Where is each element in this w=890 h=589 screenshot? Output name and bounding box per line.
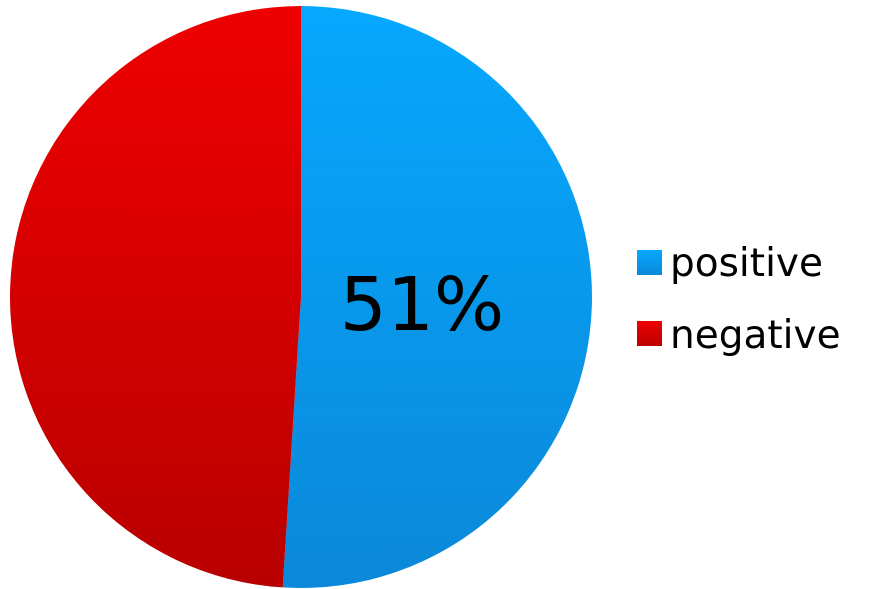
pie-slices (10, 6, 593, 589)
slice-data-label-positive: 51% (340, 262, 504, 348)
legend-label-negative: negative (670, 313, 841, 358)
legend-item-positive: positive (637, 241, 823, 286)
pie-slice-negative (10, 6, 301, 588)
legend-item-negative: negative (637, 313, 841, 358)
legend-swatch-positive (637, 250, 662, 275)
legend-swatch-negative (637, 321, 662, 346)
pie-slice-positive (282, 6, 593, 589)
legend-label-positive: positive (670, 241, 823, 286)
legend: positive negative (637, 241, 841, 358)
